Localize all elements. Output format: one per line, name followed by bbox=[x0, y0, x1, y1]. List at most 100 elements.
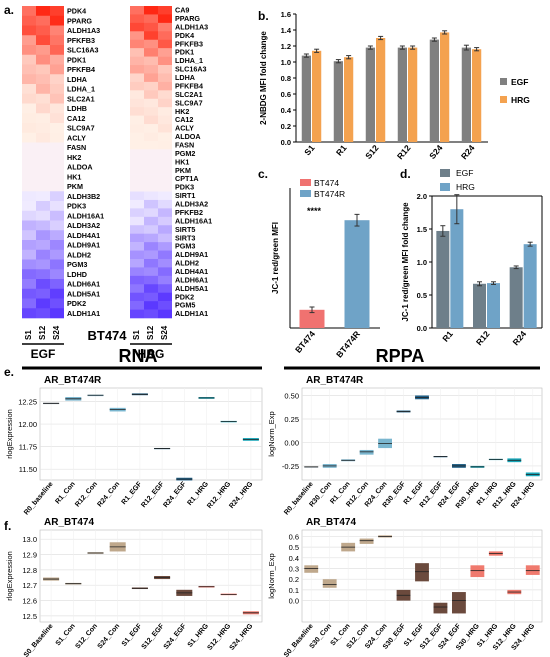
bar bbox=[408, 47, 418, 142]
heatmap-gene-label: SLC16A3 bbox=[175, 65, 207, 74]
heatmap-cell bbox=[22, 35, 36, 46]
y-tick-label: 0.1 bbox=[289, 586, 299, 595]
heatmap-gene-label: PDK1 bbox=[175, 48, 194, 57]
bar bbox=[429, 39, 439, 142]
heatmap-cell bbox=[144, 275, 158, 285]
x-tick-label: S1_Con bbox=[55, 623, 77, 647]
heatmap-cell bbox=[158, 39, 172, 49]
x-tick-label: R1 bbox=[334, 143, 349, 158]
heatmap-cell bbox=[130, 6, 144, 15]
heatmap-cell bbox=[158, 191, 172, 201]
heatmap-cell bbox=[158, 242, 172, 251]
heatmap-cell bbox=[36, 113, 50, 124]
heatmap-cell bbox=[22, 25, 36, 36]
bar bbox=[523, 244, 537, 328]
bar bbox=[487, 283, 500, 328]
heatmap-cell bbox=[130, 174, 144, 184]
heatmap-cell bbox=[130, 267, 144, 277]
heatmap-gene-label: CA12 bbox=[67, 114, 85, 123]
chart-title: AR_BT474R bbox=[306, 375, 364, 386]
y-tick-label: 0.6 bbox=[281, 90, 291, 99]
heatmap-sample-label: S12 bbox=[146, 325, 155, 340]
heatmap-cell bbox=[158, 124, 172, 133]
panel-letter-e: e. bbox=[4, 365, 14, 379]
x-tick-label: S1_EGF bbox=[121, 622, 144, 648]
heatmap-gene-label: FASN bbox=[67, 143, 86, 152]
heatmap-cell bbox=[144, 284, 158, 294]
heatmap-cell bbox=[158, 31, 172, 41]
heatmap-cell bbox=[158, 48, 172, 57]
bar bbox=[344, 220, 370, 328]
heatmap-cell bbox=[158, 275, 172, 285]
heatmap-cell bbox=[144, 258, 158, 268]
heatmap-cell bbox=[36, 45, 50, 56]
chart-d-jc1-fold: 0.0 0.5 1.0 1.5 2.0 JC-1 red/green MFI fold c… bbox=[401, 168, 543, 347]
heatmap-gene-label: HK2 bbox=[67, 153, 81, 162]
legend-label: HRG bbox=[456, 182, 475, 192]
heatmap-cell bbox=[158, 284, 172, 294]
heatmap-gene-label: ALDH9A1 bbox=[175, 250, 208, 259]
bar bbox=[312, 50, 322, 142]
heatmap-cell bbox=[22, 93, 36, 104]
heatmap-cell bbox=[22, 308, 36, 319]
heatmap-cell bbox=[144, 31, 158, 41]
x-tick-label: R0_baseline bbox=[23, 481, 55, 517]
y-tick-label: 0.25 bbox=[284, 415, 299, 424]
heatmap-cell bbox=[144, 6, 158, 15]
heatmap-cell bbox=[144, 157, 158, 167]
heatmap-cell bbox=[36, 181, 50, 192]
heatmap-gene-label: ALDH4A1 bbox=[67, 231, 100, 240]
legend-swatch bbox=[500, 96, 507, 103]
heatmap-cell bbox=[158, 157, 172, 167]
heatmap-cell bbox=[36, 25, 50, 36]
heatmap-cell bbox=[36, 201, 50, 212]
y-tick-label: 0.4 bbox=[289, 554, 299, 563]
heatmap-gene-label: CA12 bbox=[175, 115, 193, 124]
y-tick-label: 1.4 bbox=[281, 26, 292, 35]
heatmap-gene-label: LDHA bbox=[175, 73, 195, 82]
heatmap-gene-label: CPT1A bbox=[175, 174, 199, 183]
heatmap-cell bbox=[144, 140, 158, 150]
y-tick-label: 12.7 bbox=[22, 581, 37, 590]
heatmap-cell bbox=[36, 220, 50, 231]
heatmap-sample-label: S1 bbox=[24, 330, 33, 340]
y-tick-label: 12.25 bbox=[18, 398, 37, 407]
heatmap-cell bbox=[130, 157, 144, 167]
y-tick-label: 12.6 bbox=[22, 597, 37, 606]
heatmap-cell bbox=[130, 258, 144, 268]
heatmap-cell bbox=[22, 103, 36, 114]
heatmap-cell bbox=[158, 166, 172, 175]
heatmap-cell bbox=[36, 259, 50, 270]
heatmap-group-label: EGF bbox=[31, 347, 56, 361]
heatmap-sample-label: S12 bbox=[38, 325, 47, 340]
legend-swatch bbox=[440, 169, 450, 177]
heatmap-cell bbox=[50, 279, 64, 290]
heatmap-cell bbox=[130, 81, 144, 91]
heatmap-cell bbox=[158, 174, 172, 184]
y-tick-label: 0.2 bbox=[289, 575, 299, 584]
box bbox=[359, 449, 374, 455]
heatmap-gene-label: PFKFB3 bbox=[67, 36, 95, 45]
box bbox=[525, 565, 540, 575]
box bbox=[322, 579, 337, 588]
y-axis-label: rlogExpression bbox=[5, 409, 14, 459]
heatmap-gene-label: ALDH2 bbox=[175, 259, 199, 268]
heatmap-gene-label: PKM bbox=[175, 166, 191, 175]
heatmap-cell bbox=[50, 123, 64, 134]
y-tick-label: -0.25 bbox=[282, 462, 299, 471]
heatmap-gene-label: PGM2 bbox=[175, 149, 195, 158]
heatmap-cell bbox=[36, 93, 50, 104]
y-tick-label: 12.8 bbox=[22, 566, 37, 575]
heatmap-cell bbox=[22, 210, 36, 221]
y-tick-label: 0.2 bbox=[281, 122, 291, 131]
x-tick-label: R24 bbox=[459, 143, 477, 162]
heatmap-cell bbox=[130, 183, 144, 192]
heatmap-cell bbox=[158, 132, 172, 142]
heatmap-gene-label: PPARG bbox=[67, 16, 92, 25]
heatmap-cell bbox=[22, 171, 36, 182]
heatmap-cell bbox=[130, 225, 144, 234]
heatmap-cell bbox=[36, 210, 50, 221]
heatmap-gene-label: ALDOA bbox=[175, 132, 201, 141]
heatmap-cell bbox=[130, 301, 144, 310]
